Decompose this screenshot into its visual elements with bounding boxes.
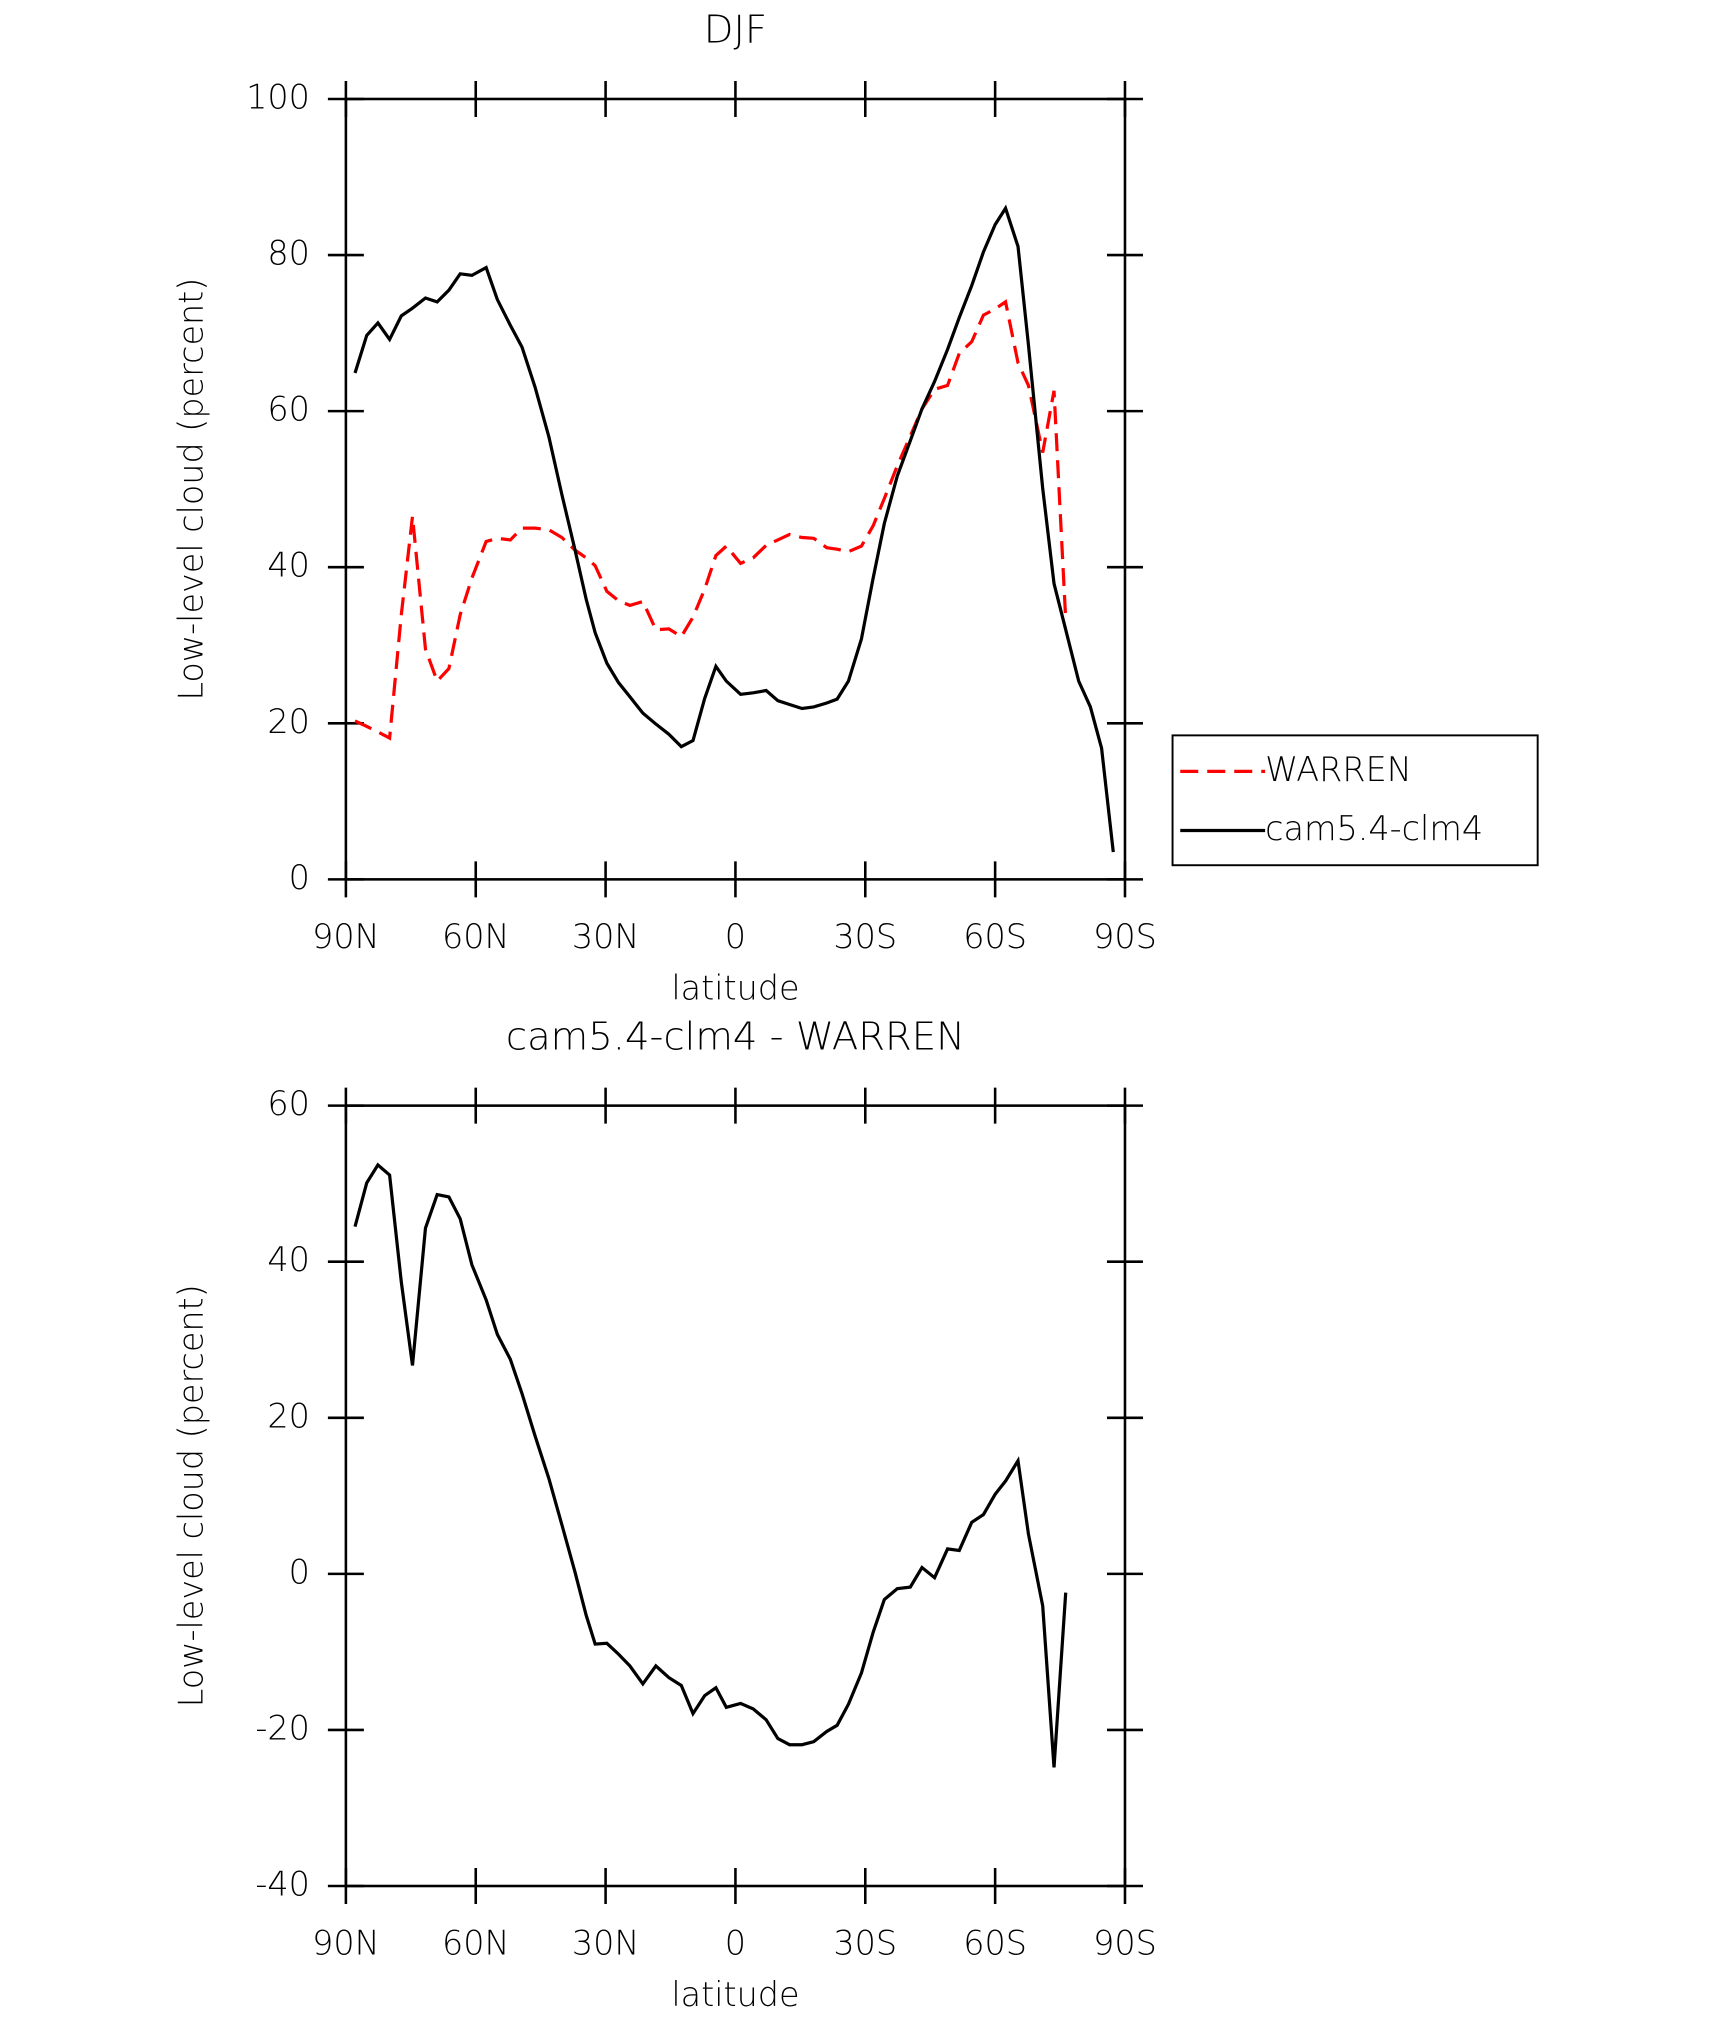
y-tick-label: 40 <box>267 546 310 585</box>
legend-box <box>1171 734 1539 867</box>
y-tick-label: -20 <box>255 1708 310 1747</box>
y-tick-label: 0 <box>289 1552 310 1591</box>
y-tick-label: 100 <box>246 77 310 116</box>
legend-label: cam5.4-clm4 <box>1265 809 1483 848</box>
x-tick-label: 90S <box>1093 1924 1157 1963</box>
x-tick-label: 0 <box>725 1924 746 1963</box>
y-tick-label: 80 <box>267 234 310 273</box>
y-tick-label: -40 <box>255 1865 310 1904</box>
x-tick-label: 60N <box>442 917 510 956</box>
x-tick-label: 0 <box>725 917 746 956</box>
x-tick-label: 60S <box>963 1924 1027 1963</box>
data-line <box>353 204 1115 853</box>
chart-title: cam5.4-clm4 - WARREN <box>506 1014 965 1059</box>
x-tick-label: 30N <box>572 917 640 956</box>
y-axis-label: Low-level cloud (percent) <box>171 278 210 701</box>
y-tick-label: 20 <box>267 702 310 741</box>
y-tick-label: 20 <box>267 1396 310 1435</box>
x-tick-label: 90N <box>312 1924 380 1963</box>
x-tick-label: 90S <box>1093 917 1157 956</box>
x-axis-label: latitude <box>671 1975 799 2014</box>
chart-title: DJF <box>704 8 767 53</box>
legend-label: WARREN <box>1265 750 1412 789</box>
y-tick-label: 40 <box>267 1240 310 1279</box>
x-tick-label: 60N <box>442 1924 510 1963</box>
y-axis-label: Low-level cloud (percent) <box>171 1284 210 1707</box>
y-tick-label: 60 <box>267 1084 310 1123</box>
y-tick-label: 60 <box>267 390 310 429</box>
x-tick-label: 30S <box>833 917 897 956</box>
x-axis-label: latitude <box>671 968 799 1007</box>
data-line <box>354 299 1068 741</box>
x-tick-label: 30N <box>572 1924 640 1963</box>
x-tick-label: 60S <box>963 917 1027 956</box>
x-tick-label: 30S <box>833 1924 897 1963</box>
data-line <box>353 1162 1068 1768</box>
y-tick-label: 0 <box>289 858 310 897</box>
x-tick-label: 90N <box>312 917 380 956</box>
